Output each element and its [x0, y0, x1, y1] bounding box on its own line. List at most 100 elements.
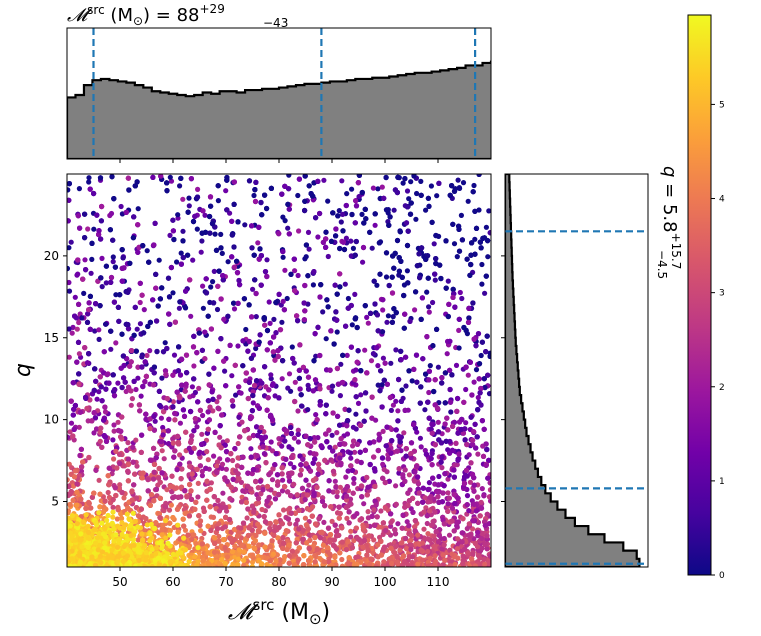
scatter-point	[393, 483, 399, 489]
scatter-point	[121, 495, 127, 501]
scatter-point	[454, 254, 460, 260]
scatter-point	[401, 430, 407, 436]
scatter-point	[68, 420, 75, 426]
scatter-point	[242, 222, 248, 228]
scatter-point	[412, 307, 418, 313]
scatter-point	[239, 419, 245, 425]
scatter-point	[417, 435, 423, 441]
scatter-point	[268, 372, 274, 378]
scatter-point	[191, 363, 197, 369]
scatter-point	[359, 211, 365, 217]
scatter-point	[471, 182, 477, 189]
scatter-point	[195, 480, 201, 486]
scatter-point	[219, 250, 225, 256]
scatter-point	[424, 520, 430, 527]
scatter-point	[302, 515, 308, 521]
scatter-point	[348, 534, 354, 540]
scatter-point	[215, 198, 221, 204]
scatter-point	[351, 480, 357, 486]
scatter-point	[111, 456, 117, 462]
scatter-point	[423, 505, 429, 511]
scatter-point	[211, 453, 217, 459]
scatter-point	[272, 523, 278, 529]
scatter-point	[393, 398, 399, 404]
scatter-point	[451, 241, 458, 247]
top-histogram-step	[67, 60, 491, 159]
scatter-point	[339, 556, 345, 563]
scatter-point	[167, 232, 173, 238]
top-histogram-bars	[67, 60, 491, 159]
scatter-point	[280, 477, 286, 483]
scatter-point	[152, 418, 158, 424]
scatter-point	[186, 203, 192, 209]
scatter-point	[137, 321, 143, 327]
scatter-point	[376, 431, 382, 437]
scatter-point	[456, 327, 462, 333]
scatter-point	[167, 174, 173, 180]
scatter-point	[81, 290, 87, 296]
scatter-point	[211, 268, 217, 274]
scatter-point	[349, 322, 355, 328]
scatter-point	[390, 314, 396, 320]
scatter-point	[428, 183, 434, 189]
scatter-point	[171, 352, 178, 358]
scatter-point	[105, 489, 111, 496]
scatter-point	[286, 174, 292, 178]
scatter-point	[295, 408, 301, 414]
scatter-point	[364, 314, 370, 320]
scatter-point	[358, 392, 364, 398]
scatter-point	[310, 282, 316, 288]
scatter-point	[465, 198, 471, 204]
scatter-point	[291, 435, 297, 441]
scatter-point	[72, 294, 78, 300]
scatter-point	[295, 272, 301, 279]
scatter-point	[388, 360, 394, 366]
scatter-point	[344, 352, 350, 358]
scatter-point	[423, 207, 429, 213]
scatter-point	[425, 531, 431, 537]
scatter-point	[160, 424, 166, 431]
scatter-point	[424, 289, 430, 295]
scatter-point	[436, 473, 442, 480]
scatter-point	[371, 537, 377, 543]
scatter-point	[347, 496, 354, 502]
scatter-point	[133, 437, 139, 443]
scatter-point	[170, 436, 176, 442]
scatter-point	[455, 536, 461, 542]
scatter-point	[199, 473, 205, 479]
scatter-point	[178, 250, 184, 256]
scatter-point	[235, 440, 241, 447]
scatter-point	[435, 364, 441, 370]
scatter-point	[299, 403, 305, 409]
scatter-point	[108, 346, 114, 352]
scatter-point	[362, 347, 368, 353]
scatter-point	[329, 388, 335, 394]
scatter-point	[110, 437, 116, 443]
top-panel-title: 𝓜src (M⊙) = 88+29−43	[67, 2, 288, 30]
scatter-point	[384, 319, 390, 325]
scatter-point	[434, 193, 440, 199]
scatter-point	[337, 484, 343, 490]
scatter-point	[156, 257, 162, 263]
scatter-point	[248, 446, 254, 452]
scatter-point	[202, 212, 208, 218]
scatter-point	[388, 519, 394, 526]
scatter-point	[478, 499, 484, 505]
scatter-point	[250, 400, 256, 406]
scatter-point	[391, 207, 397, 213]
scatter-point	[413, 216, 419, 222]
scatter-point	[164, 487, 170, 493]
scatter-point	[195, 494, 201, 500]
scatter-point	[99, 255, 105, 261]
scatter-point	[269, 448, 276, 454]
scatter-point	[330, 489, 336, 495]
scatter-point	[129, 396, 135, 402]
scatter-point	[200, 283, 206, 289]
scatter-point	[113, 340, 119, 346]
scatter-point	[471, 379, 477, 385]
scatter-point	[457, 289, 463, 296]
scatter-point	[385, 313, 391, 319]
scatter-point	[119, 211, 125, 217]
scatter-point	[280, 298, 286, 304]
scatter-point	[370, 185, 376, 191]
